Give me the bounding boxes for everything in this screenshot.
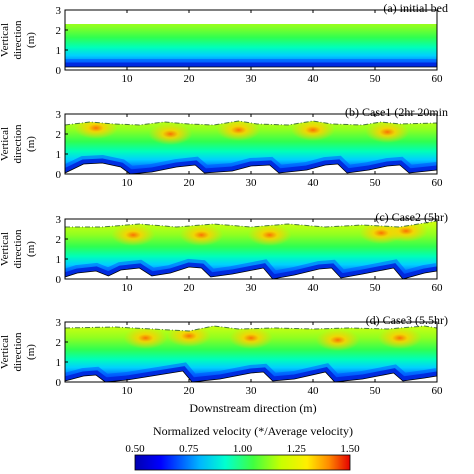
x-tick-label: 60 (432, 282, 444, 294)
y-tick-label: 0 (56, 169, 62, 181)
y-tick-label: 0 (56, 65, 62, 77)
bed-profile-line (64, 266, 438, 280)
colorbar-tick-label: 1.00 (233, 443, 253, 455)
colorbar-tick-label: 0.75 (179, 443, 199, 455)
high-velocity-zone-5 (111, 224, 156, 246)
x-tick-label: 20 (184, 177, 196, 189)
x-tick-label: 20 (184, 73, 196, 85)
high-velocity-zone-5 (365, 121, 410, 143)
high-velocity-zone-2 (123, 327, 168, 349)
x-tick-label: 40 (308, 282, 320, 294)
colorbar-label: Normalized velocity (*/Average velocity) (153, 424, 353, 438)
x-tick-label: 30 (246, 177, 258, 189)
x-tick-label: 50 (370, 282, 382, 294)
high-velocity-zone-1 (167, 326, 211, 347)
high-velocity-zone-3 (229, 327, 273, 349)
high-velocity-zone-4 (315, 329, 360, 351)
y-tick-label: 3 (56, 5, 62, 17)
y-tick-label: 2 (56, 234, 62, 246)
x-tick-label: 10 (122, 282, 134, 294)
colorbar-tick-label: 0.50 (125, 443, 145, 455)
y-tick-label: 2 (56, 129, 62, 141)
water-surface-line (65, 220, 438, 228)
x-axis-label: Downstream direction (m) (189, 401, 316, 415)
panel-title: (c) Case2 (5hr) (375, 210, 448, 224)
y-axis-label: Verticaldirection(m) (0, 332, 37, 372)
panel-1: 10 20 30 40 50 60 0 1 2 3 Verticaldirection(m) (a) … (0, 1, 448, 85)
high-velocity-zone-3 (216, 121, 261, 141)
high-velocity-zone-3 (179, 224, 224, 246)
panel-title: (d) Case3 (5.5hr) (366, 313, 448, 327)
y-tick-label: 2 (56, 25, 62, 37)
high-velocity-zone-4 (291, 121, 335, 141)
colorbar-tick-label: 1.25 (287, 443, 307, 455)
y-tick-label: 1 (56, 45, 62, 57)
x-tick-label: 40 (308, 73, 320, 85)
colorbar-tick-label: 1.50 (340, 443, 360, 455)
panel-title: (b) Case1 (2hr 20min (345, 105, 448, 119)
x-tick-label: 60 (432, 73, 444, 85)
x-tick-label: 50 (370, 73, 382, 85)
x-tick-label: 40 (308, 177, 320, 189)
y-axis-label: Verticaldirection(m) (0, 124, 37, 164)
velocity-field (65, 24, 437, 67)
x-tick-label: 30 (246, 385, 258, 397)
x-tick-label: 20 (184, 385, 196, 397)
panel-3: 10 20 30 40 50 60 0 1 2 3 Verticaldirection(m) (c) … (0, 210, 448, 294)
colorbar: 0.50 0.75 1.00 1.25 1.50 (125, 443, 360, 471)
x-tick-label: 20 (184, 282, 196, 294)
x-tick-label: 50 (370, 385, 382, 397)
x-tick-label: 10 (122, 73, 134, 85)
high-velocity-zone-1 (74, 121, 118, 139)
panel-4: 10 20 30 40 50 60 0 1 2 3 Verticaldirection(m) (d) … (0, 313, 448, 397)
x-tick-label: 10 (122, 177, 134, 189)
high-velocity-zone-4 (247, 224, 292, 246)
y-tick-label: 3 (56, 214, 62, 226)
x-tick-label: 50 (370, 177, 382, 189)
x-tick-label: 10 (122, 385, 134, 397)
x-tick-label: 60 (432, 385, 444, 397)
y-tick-label: 3 (56, 109, 62, 121)
bed-profile-line (64, 162, 438, 175)
x-tick-label: 60 (432, 177, 444, 189)
y-tick-label: 2 (56, 337, 62, 349)
y-tick-label: 1 (56, 254, 62, 266)
y-axis-label: Verticaldirection(m) (0, 229, 37, 269)
x-tick-label: 30 (246, 282, 258, 294)
y-tick-label: 0 (56, 377, 62, 389)
high-velocity-zone-2 (148, 123, 193, 145)
high-velocity-zone-5 (377, 327, 422, 349)
panel-title: (a) initial bed (383, 1, 448, 15)
water-surface-line (64, 120, 438, 126)
y-tick-label: 1 (56, 357, 62, 369)
y-tick-label: 0 (56, 274, 62, 286)
panel-2: 10 20 30 40 50 60 0 1 2 3 Verticaldirection(m) (b) … (0, 105, 448, 189)
y-tick-label: 1 (56, 149, 62, 161)
x-tick-label: 40 (308, 385, 320, 397)
high-velocity-zone-2 (359, 222, 404, 244)
x-tick-label: 30 (246, 73, 258, 85)
y-tick-label: 3 (56, 317, 62, 329)
y-axis-label: Verticaldirection(m) (0, 20, 37, 60)
water-surface-line (64, 325, 438, 332)
colorbar-scale (134, 454, 351, 471)
